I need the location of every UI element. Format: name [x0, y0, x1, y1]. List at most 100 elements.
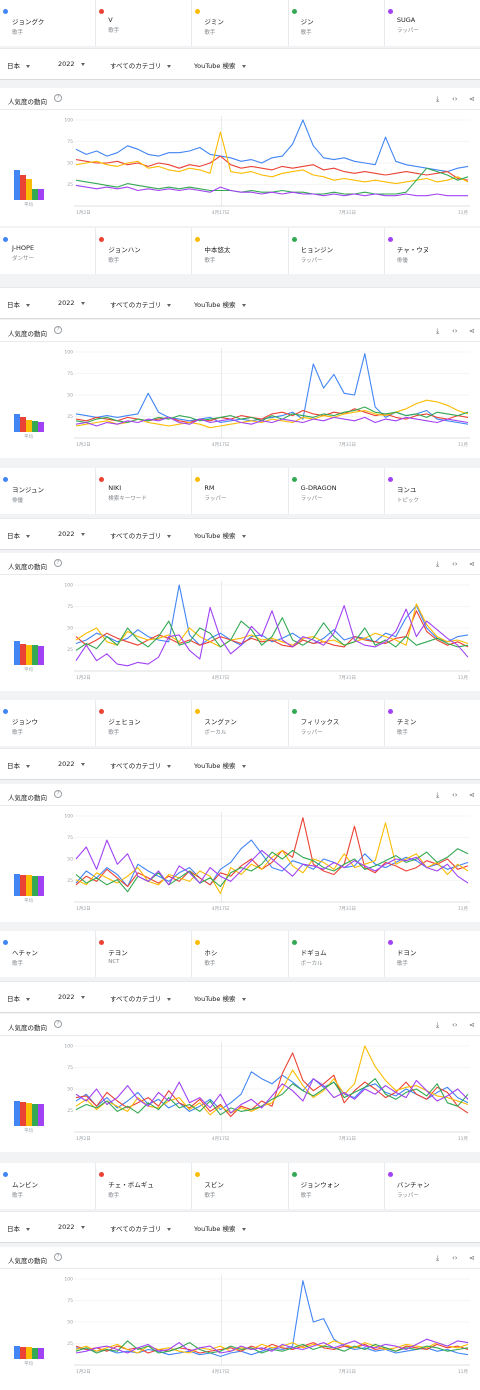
search-term[interactable]: ヒョンジン ラッパー [289, 228, 385, 274]
search-term[interactable]: ジミン 歌手 [192, 0, 289, 46]
search-term[interactable]: テヨン NCT [96, 931, 193, 977]
series-line-3[interactable] [75, 603, 469, 648]
embed-icon[interactable]: ‹› [452, 327, 458, 335]
category-select[interactable]: すべてのカテゴリ [110, 993, 172, 1003]
share-icon[interactable]: ⋖ [469, 327, 475, 335]
search-term[interactable]: ジェヒョン 歌手 [96, 700, 193, 746]
search-term[interactable]: チミン 歌手 [385, 700, 480, 746]
embed-icon[interactable]: ‹› [452, 791, 458, 799]
search-term[interactable]: バンチャン ラッパー [385, 1163, 480, 1209]
category-select[interactable]: すべてのカテゴリ [110, 760, 172, 770]
search-term[interactable]: ジョングク 歌手 [0, 0, 97, 46]
share-icon[interactable]: ⋖ [469, 791, 475, 799]
search-term[interactable]: V 歌手 [96, 0, 193, 46]
help-icon[interactable]: ? [54, 1253, 62, 1261]
search-term[interactable]: ホシ 歌手 [192, 931, 289, 977]
series-line-5[interactable] [75, 839, 469, 886]
category-select[interactable]: すべてのカテゴリ [110, 60, 172, 70]
download-icon[interactable]: ⤓ [436, 1021, 440, 1029]
help-icon[interactable]: ? [54, 326, 62, 334]
series-line-5[interactable] [75, 184, 468, 197]
average-bar [32, 1347, 38, 1359]
source-select[interactable]: YouTube 検索 [194, 60, 246, 70]
region-select[interactable]: 日本 [7, 60, 30, 70]
source-select[interactable]: YouTube 検索 [194, 299, 246, 309]
year-select[interactable]: 2022 [58, 993, 85, 1001]
help-icon[interactable]: ? [54, 1020, 62, 1028]
embed-icon[interactable]: ‹› [452, 95, 458, 103]
help-icon[interactable]: ? [54, 559, 62, 567]
search-term[interactable]: ドヨン 歌手 [385, 931, 480, 977]
year-select[interactable]: 2022 [58, 1223, 85, 1231]
search-term[interactable]: 中本悠太 歌手 [192, 228, 289, 274]
search-term[interactable]: SUGA ラッパー [385, 0, 480, 46]
embed-icon[interactable]: ‹› [452, 1021, 458, 1029]
series-line-5[interactable] [75, 1338, 469, 1354]
share-icon[interactable]: ⋖ [469, 560, 475, 568]
search-term[interactable]: ヘチャン 歌手 [0, 931, 97, 977]
series-line-1[interactable] [75, 119, 469, 173]
series-line-2[interactable] [75, 610, 469, 648]
download-icon[interactable]: ⤓ [436, 327, 440, 335]
search-term[interactable]: ドギョム ボーカル [289, 931, 385, 977]
search-term[interactable]: フィリックス ラッパー [289, 700, 385, 746]
search-term[interactable]: ジョンウ 歌手 [0, 700, 97, 746]
source-select[interactable]: YouTube 検索 [194, 530, 246, 540]
search-term[interactable]: ジン 歌手 [289, 0, 385, 46]
category-select[interactable]: すべてのカテゴリ [110, 530, 172, 540]
search-term[interactable]: G-DRAGON ラッパー [289, 468, 385, 514]
embed-icon[interactable]: ‹› [452, 560, 458, 568]
series-line-5[interactable] [75, 1078, 469, 1114]
series-line-2[interactable] [75, 1052, 469, 1118]
download-icon[interactable]: ⤓ [436, 791, 440, 799]
series-line-1[interactable] [75, 584, 469, 646]
search-term[interactable]: ヨンジュン 俳優 [0, 468, 97, 514]
search-term[interactable]: ジョンハン 歌手 [96, 228, 193, 274]
source-select[interactable]: YouTube 検索 [194, 760, 246, 770]
series-line-1[interactable] [75, 1071, 469, 1112]
series-line-3[interactable] [75, 131, 469, 185]
year-select[interactable]: 2022 [58, 530, 85, 538]
source-select[interactable]: YouTube 検索 [194, 993, 246, 1003]
embed-icon[interactable]: ‹› [452, 1254, 458, 1262]
search-term[interactable]: ムンビン 歌手 [0, 1163, 97, 1209]
search-term[interactable]: NIKI 検索キーワード [96, 468, 193, 514]
series-line-3[interactable] [75, 399, 469, 429]
search-term[interactable]: J-HOPE ダンサー [0, 228, 97, 274]
series-line-1[interactable] [75, 839, 469, 888]
download-icon[interactable]: ⤓ [436, 1254, 440, 1262]
series-line-4[interactable] [75, 406, 469, 424]
region-select[interactable]: 日本 [7, 760, 30, 770]
region-select[interactable]: 日本 [7, 993, 30, 1003]
search-term[interactable]: スングァン ボーカル [192, 700, 289, 746]
share-icon[interactable]: ⋖ [469, 95, 475, 103]
search-term[interactable]: チャ・ウヌ 俳優 [385, 228, 480, 274]
series-line-5[interactable] [75, 416, 469, 427]
series-line-4[interactable] [75, 617, 469, 651]
share-icon[interactable]: ⋖ [469, 1254, 475, 1262]
help-icon[interactable]: ? [54, 790, 62, 798]
search-term[interactable]: スビン 歌手 [192, 1163, 289, 1209]
year-select[interactable]: 2022 [58, 60, 85, 68]
search-term[interactable]: ジョンウォン 歌手 [289, 1163, 385, 1209]
region-select[interactable]: 日本 [7, 299, 30, 309]
download-icon[interactable]: ⤓ [436, 560, 440, 568]
search-term[interactable]: ヨンユ トピック [385, 468, 480, 514]
series-line-4[interactable] [75, 1078, 469, 1116]
source-select[interactable]: YouTube 検索 [194, 1223, 246, 1233]
help-icon[interactable]: ? [54, 94, 62, 102]
series-line-2[interactable] [75, 817, 469, 888]
category-select[interactable]: すべてのカテゴリ [110, 1223, 172, 1233]
download-icon[interactable]: ⤓ [436, 95, 440, 103]
category-select[interactable]: すべてのカテゴリ [110, 299, 172, 309]
search-term[interactable]: チェ・ボムギュ 歌手 [96, 1163, 193, 1209]
region-select[interactable]: 日本 [7, 530, 30, 540]
share-icon[interactable]: ⋖ [469, 1021, 475, 1029]
year-select[interactable]: 2022 [58, 760, 85, 768]
series-line-3[interactable] [75, 1340, 469, 1354]
series-line-5[interactable] [75, 605, 469, 667]
series-line-3[interactable] [75, 1045, 469, 1116]
year-select[interactable]: 2022 [58, 299, 85, 307]
region-select[interactable]: 日本 [7, 1223, 30, 1233]
search-term[interactable]: RM ラッパー [192, 468, 289, 514]
